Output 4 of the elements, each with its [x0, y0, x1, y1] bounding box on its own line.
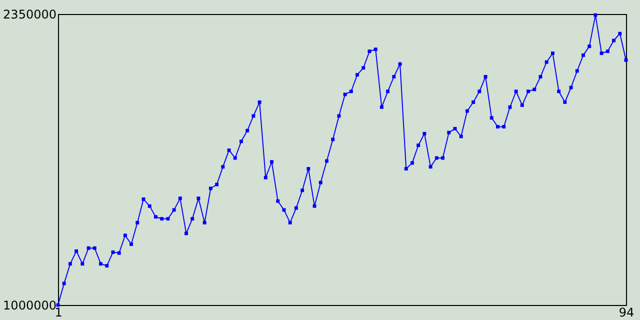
y-tick-label: 1000000	[3, 298, 56, 312]
x-tick-label: 1	[54, 306, 62, 320]
y-tick-label: 2350000	[3, 8, 56, 22]
x-tick-label: 94	[618, 306, 634, 320]
